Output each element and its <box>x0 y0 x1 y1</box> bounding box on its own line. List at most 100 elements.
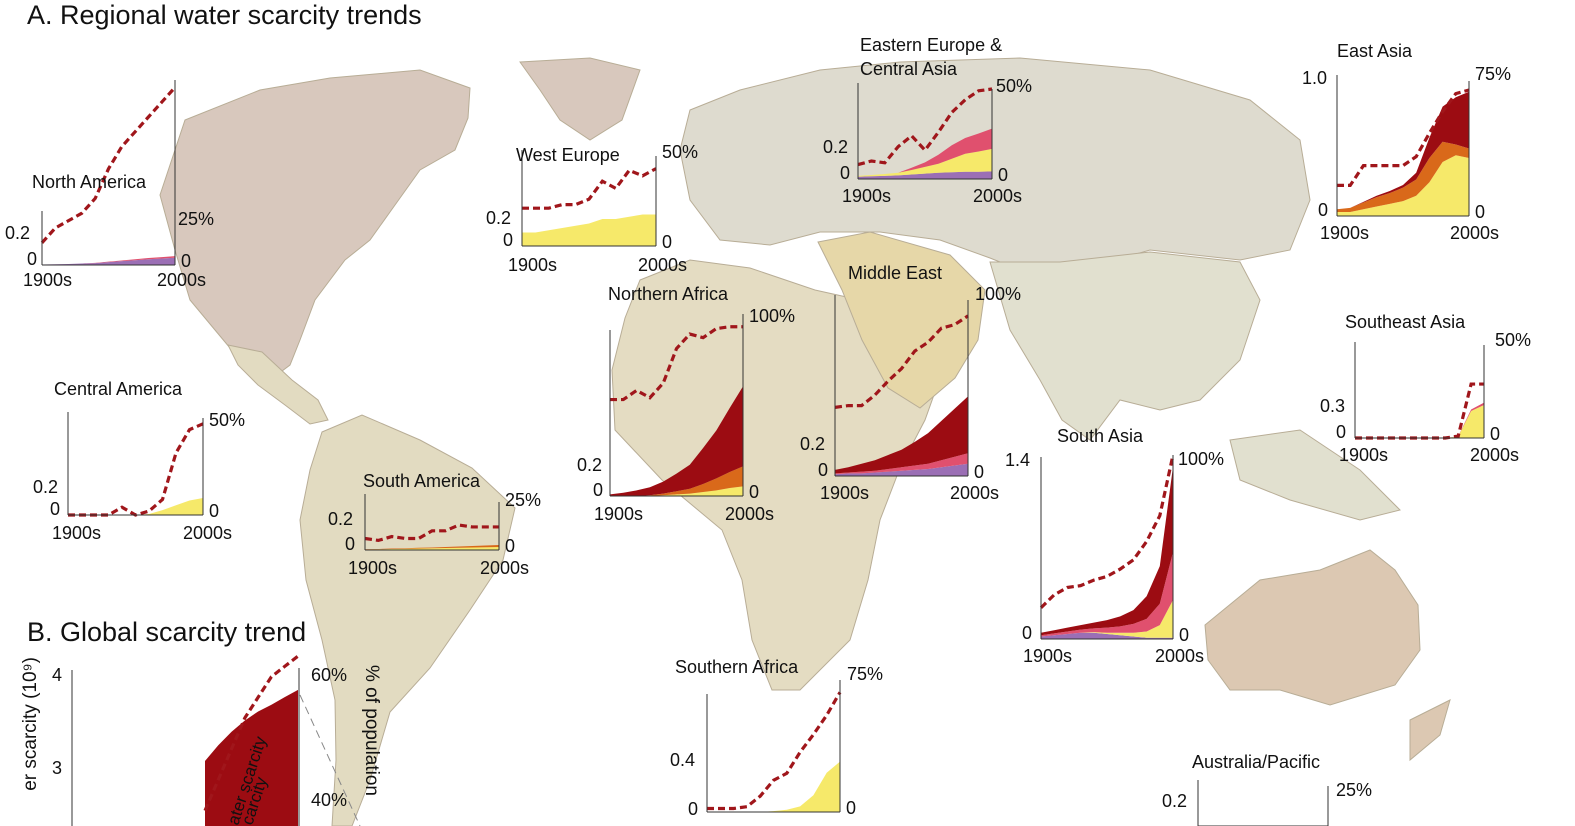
scarcity-line <box>834 314 969 409</box>
x-tick-label: 1900s <box>1023 646 1072 666</box>
right-tick-zero: 0 <box>505 536 515 556</box>
region-label: South Asia <box>1057 426 1144 446</box>
stack-area-pink <box>835 453 968 475</box>
panel-a-title: A. Regional water scarcity trends <box>27 0 422 30</box>
stack-area-pink <box>858 128 992 176</box>
left-tick-label: 0 <box>1022 623 1032 643</box>
left-tick-label: 0.2 <box>823 137 848 157</box>
right-tick-max: 75% <box>1475 64 1511 84</box>
scarcity-line <box>40 86 177 244</box>
global-right-tick: 60% <box>311 665 347 685</box>
stack-area-dark_red <box>1337 91 1469 210</box>
right-tick-max: 100% <box>975 284 1021 304</box>
scarcity-line <box>1039 454 1175 609</box>
region-label: Northern Africa <box>608 284 729 304</box>
left-tick-label: 0 <box>818 460 828 480</box>
stack-area-orange <box>1337 141 1469 212</box>
scarcity-line <box>522 167 657 210</box>
left-tick-label: 0.2 <box>577 455 602 475</box>
stack-area-dark_red <box>1041 466 1173 636</box>
right-tick-zero: 0 <box>1179 625 1189 645</box>
right-tick-max: 50% <box>1495 330 1531 350</box>
map-region-north-america <box>159 57 641 381</box>
right-tick-zero: 0 <box>1475 202 1485 222</box>
regional-chart: Southeast Asia 0 0.3 0 50% 1900s 2000s <box>1320 312 1531 465</box>
x-tick-label: 1900s <box>508 255 557 275</box>
panel-b-title: B. Global scarcity trend <box>27 617 307 647</box>
left-tick-label: 0.2 <box>328 509 353 529</box>
scarcity-line <box>857 87 993 167</box>
x-tick-label: 2000s <box>973 186 1022 206</box>
x-tick-label: 1900s <box>1320 223 1369 243</box>
x-tick-label: 2000s <box>1450 223 1499 243</box>
map-region-middle-east <box>817 231 986 409</box>
x-tick-label: 2000s <box>638 255 687 275</box>
map-region-asia <box>989 251 1401 521</box>
map-region-australia <box>1204 549 1451 762</box>
regional-chart: Southern Africa 0 0.4 0 75% <box>670 657 883 819</box>
left-tick-label: 0.3 <box>1320 396 1345 416</box>
stack-area-yellow <box>610 486 743 496</box>
region-label: Southern Africa <box>675 657 799 677</box>
global-chart: 4 3 60% 40% er scarcity (10⁹) % of population… <box>20 654 382 826</box>
map-region-south-america <box>299 414 516 826</box>
regional-chart: Eastern Europe & Central Asia 0 0.2 0 50% 1900… <box>823 35 1032 206</box>
left-tick-label: 0.2 <box>5 223 30 243</box>
region-label: Central Asia <box>860 59 958 79</box>
stack-area-purple <box>858 171 992 179</box>
global-area <box>205 689 298 826</box>
stack-area-yellow <box>68 498 203 515</box>
x-tick-label: 2000s <box>157 270 206 290</box>
stack-area-yellow <box>707 761 840 812</box>
right-tick-zero: 0 <box>662 232 672 252</box>
stack-area-yellow <box>1355 405 1484 438</box>
left-tick-label: 0.4 <box>670 750 695 770</box>
stack-area-yellow <box>365 547 499 550</box>
right-tick-max: 100% <box>1178 449 1224 469</box>
region-label: Australia/Pacific <box>1192 752 1320 772</box>
x-tick-label: 1900s <box>842 186 891 206</box>
right-tick-max: 75% <box>847 664 883 684</box>
global-left-axis-label: er scarcity (10⁹) <box>20 657 41 791</box>
global-left-tick: 4 <box>52 665 62 685</box>
left-tick-label: 0.2 <box>1162 791 1187 811</box>
stack-area-yellow <box>522 214 656 246</box>
global-right-axis-label: % of population <box>361 665 382 796</box>
scarcity-line <box>1355 382 1484 440</box>
region-label: Eastern Europe & <box>860 35 1002 55</box>
stack-area-yellow <box>1041 600 1173 638</box>
x-tick-label: 1900s <box>23 270 72 290</box>
stack-area-orange <box>610 466 743 496</box>
global-right-tick: 40% <box>311 790 347 810</box>
connector-line <box>299 694 361 826</box>
region-label: South America <box>363 471 481 491</box>
stack-area-dark_red <box>610 386 743 496</box>
map-region-central-america <box>227 344 329 425</box>
right-tick-max: 25% <box>505 490 541 510</box>
x-tick-label: 2000s <box>725 504 774 524</box>
x-tick-label: 2000s <box>183 523 232 543</box>
left-tick-label: 0 <box>50 499 60 519</box>
right-tick-max: 50% <box>996 76 1032 96</box>
stack-area-yellow <box>858 148 992 177</box>
regional-chart: Northern Africa 0 0.2 0 100% 1900s 2000s <box>577 284 795 524</box>
left-tick-label: 0 <box>840 163 850 183</box>
scarcity-line <box>610 325 743 402</box>
stack-area-purple <box>1041 632 1173 639</box>
x-tick-label: 2000s <box>950 483 999 503</box>
right-tick-zero: 0 <box>209 501 219 521</box>
left-tick-label: 1.0 <box>1302 68 1327 88</box>
x-tick-label: 2000s <box>480 558 529 578</box>
left-tick-label: 0.2 <box>800 434 825 454</box>
right-tick-zero: 0 <box>846 798 856 818</box>
regional-chart: Middle East 0 0.2 0 100% 1900s 2000s <box>800 263 1021 503</box>
scarcity-line <box>707 691 842 811</box>
regional-chart: East Asia 0 1.0 0 75% 1900s 2000s <box>1302 41 1511 243</box>
left-tick-label: 0 <box>593 480 603 500</box>
right-tick-max: 50% <box>662 142 698 162</box>
region-label: Middle East <box>848 263 942 283</box>
